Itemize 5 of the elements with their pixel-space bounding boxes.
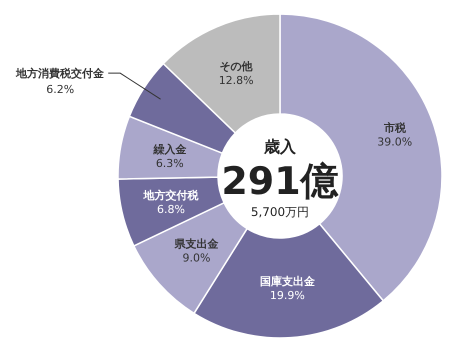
text: 5,700万円 <box>250 205 310 219</box>
data-label: 6.2% <box>46 83 74 96</box>
text: 291億 <box>221 159 340 203</box>
slice-label: 地方消費税交付金 <box>15 67 106 80</box>
text: 歳入 <box>263 137 297 156</box>
